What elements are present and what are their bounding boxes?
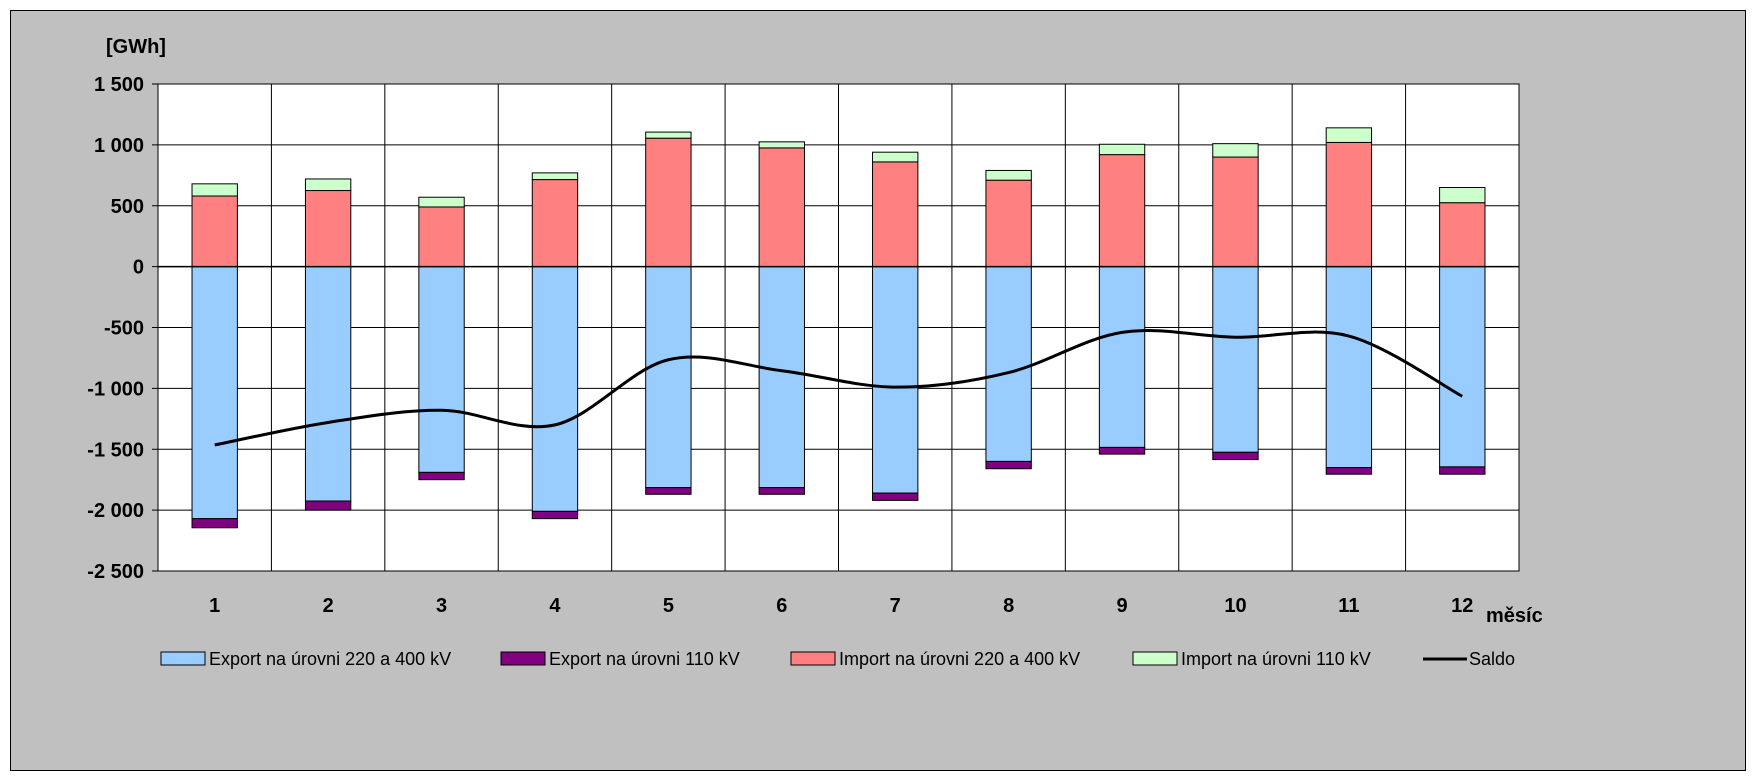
bar-segment — [1325, 266, 1373, 469]
bar-segment — [985, 179, 1032, 268]
bar-segment — [418, 206, 465, 268]
x-tick-label: 12 — [1451, 595, 1473, 617]
bar-segment — [1325, 141, 1373, 268]
y-tick-label: 1 500 — [94, 74, 144, 96]
bar-segment — [758, 266, 805, 489]
bar-segment — [872, 151, 919, 163]
bar-segment — [645, 487, 692, 495]
bar-segment — [1439, 466, 1486, 475]
legend-swatch — [790, 651, 836, 666]
y-tick-label: -500 — [104, 318, 144, 340]
bar-segment — [531, 266, 579, 512]
bar-segment — [1439, 266, 1486, 468]
bar-segment — [985, 266, 1032, 462]
bar-segment — [531, 510, 579, 520]
bar-segment — [1439, 202, 1486, 268]
chart-svg: 1 500 1 000 500 0 -500 -1 000 -1 500 -2 000 -2 5… — [87, 36, 1543, 669]
x-tick-label: 7 — [890, 595, 901, 617]
bar-segment — [872, 266, 919, 494]
bar-segment — [1098, 446, 1146, 455]
y-tick-label: -1 500 — [87, 439, 144, 461]
legend-label: Import na úrovni 110 kV — [1181, 649, 1371, 669]
bar-segment — [418, 471, 465, 481]
x-tick-label: 11 — [1338, 595, 1359, 617]
bar-segment — [985, 169, 1032, 181]
legend-label: Export na úrovni 220 a 400 kV — [209, 649, 451, 669]
legend: Export na úrovni 220 a 400 kV Export na ú… — [160, 649, 1515, 669]
bar-segment — [1325, 127, 1373, 143]
x-tick-label: 6 — [776, 595, 787, 617]
y-tick-label: -2 500 — [87, 561, 144, 583]
bar-segment — [191, 518, 238, 529]
y-tick-label: -2 000 — [87, 500, 144, 522]
legend-label: Saldo — [1469, 649, 1515, 669]
chart-area: 1 500 1 000 500 0 -500 -1 000 -1 500 -2 000 -2 5… — [10, 10, 1746, 771]
bar-segment — [645, 137, 692, 268]
bar-segment — [985, 460, 1032, 470]
bar-segment — [1098, 154, 1146, 268]
bar-segment — [531, 179, 579, 268]
bar-segment — [191, 266, 238, 520]
bar-segment — [1212, 143, 1259, 158]
bar-segment — [645, 266, 692, 489]
bar-segment — [758, 147, 805, 268]
y-tick-label: 0 — [133, 257, 144, 279]
x-tick-label: 2 — [323, 595, 334, 617]
legend-swatch — [160, 651, 206, 666]
bar-segment — [191, 195, 238, 268]
bar-segment — [304, 500, 352, 511]
x-tick-label: 3 — [436, 595, 447, 617]
bar-segment — [758, 487, 805, 495]
x-tick-label: 5 — [663, 595, 674, 617]
x-tick-label: 8 — [1003, 595, 1014, 617]
y-tick-label: 500 — [111, 196, 144, 218]
y-tick-label: -1 000 — [87, 378, 144, 400]
bar-segment — [1212, 156, 1259, 268]
bar-segment — [418, 266, 465, 473]
bar-segment — [758, 141, 805, 149]
legend-label: Export na úrovni 110 kV — [549, 649, 740, 669]
y-axis-unit-label: [GWh] — [106, 36, 166, 58]
x-tick-label: 9 — [1116, 595, 1127, 617]
saldo-line — [214, 329, 1463, 447]
bar-segment — [1325, 467, 1373, 475]
x-tick-label: 1 — [209, 595, 220, 617]
bar-segment — [418, 196, 465, 208]
x-tick-label: 4 — [549, 595, 561, 617]
plot-border — [157, 83, 1520, 572]
x-tick-label: 10 — [1224, 595, 1246, 617]
legend-swatch — [500, 651, 546, 666]
x-axis-title: měsíc — [1486, 605, 1543, 627]
bar-segment — [304, 266, 352, 502]
bar-segment — [1098, 266, 1146, 448]
bar-segment — [872, 161, 919, 268]
bar-segment — [531, 172, 579, 181]
bar-segment — [191, 183, 238, 197]
legend-swatch — [1132, 651, 1178, 666]
bar-segment — [1439, 186, 1486, 204]
bar-segment — [645, 131, 692, 139]
bar-segment — [1212, 266, 1259, 453]
bar-segment — [1212, 451, 1259, 461]
bar-segment — [304, 190, 352, 268]
bar-segment — [872, 492, 919, 501]
y-tick-label: 1 000 — [94, 135, 144, 157]
legend-label: Import na úrovni 220 a 400 kV — [839, 649, 1080, 669]
bar-segment — [304, 178, 352, 192]
bar-segment — [1098, 143, 1146, 156]
